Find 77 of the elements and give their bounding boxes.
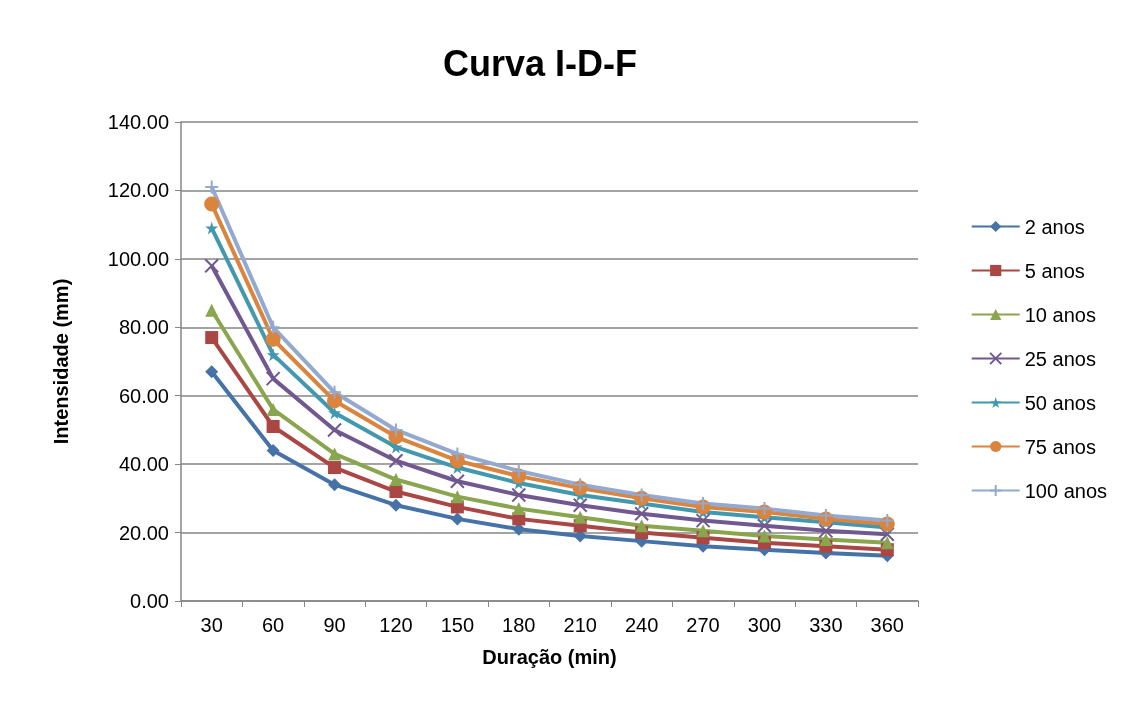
point bbox=[695, 513, 711, 529]
x-tick-label: 30 bbox=[200, 614, 223, 636]
x-tick-label: 270 bbox=[686, 614, 720, 636]
point bbox=[327, 384, 343, 400]
x-tick-label: 240 bbox=[624, 614, 659, 636]
point bbox=[205, 303, 219, 317]
point bbox=[266, 402, 280, 416]
point bbox=[265, 331, 281, 347]
point bbox=[328, 447, 342, 461]
point bbox=[327, 422, 343, 438]
legend-label: 75 anos bbox=[1024, 435, 1096, 458]
point bbox=[389, 485, 403, 499]
point bbox=[450, 512, 464, 526]
point bbox=[204, 258, 220, 274]
x-tick-label: 360 bbox=[870, 614, 904, 636]
y-tick-label: 120.00 bbox=[107, 179, 169, 202]
y-tick-label: 20.00 bbox=[118, 521, 169, 544]
point bbox=[511, 487, 527, 503]
point bbox=[756, 518, 772, 534]
point bbox=[204, 196, 220, 212]
legend-label: 100 anos bbox=[1024, 479, 1107, 502]
y-tick-label: 80.00 bbox=[118, 316, 169, 339]
point bbox=[880, 536, 894, 550]
point bbox=[389, 498, 403, 512]
point bbox=[512, 502, 526, 516]
point bbox=[266, 420, 280, 434]
point bbox=[327, 393, 343, 409]
chart-title: Curva I-D-F bbox=[442, 42, 638, 84]
point bbox=[266, 348, 280, 362]
point bbox=[757, 529, 771, 543]
point bbox=[696, 524, 710, 538]
point bbox=[328, 406, 342, 420]
y-axis-title: Intensidade (mm) bbox=[50, 278, 72, 445]
legend-label: 25 anos bbox=[1024, 347, 1096, 370]
y-tick-label: 40.00 bbox=[118, 453, 169, 476]
x-tick-label: 60 bbox=[262, 614, 285, 636]
y-tick-label: 60.00 bbox=[118, 384, 169, 407]
y-tick-label: 100.00 bbox=[107, 247, 169, 270]
point bbox=[573, 510, 587, 524]
point bbox=[449, 473, 465, 489]
point bbox=[634, 506, 650, 522]
x-axis-title: Duração (min) bbox=[482, 646, 617, 668]
point bbox=[328, 478, 342, 492]
point bbox=[511, 463, 527, 479]
point bbox=[389, 473, 403, 487]
y-tick-label: 0.00 bbox=[130, 590, 169, 612]
point bbox=[205, 365, 219, 379]
point bbox=[265, 371, 281, 387]
legend-label: 50 anos bbox=[1024, 391, 1096, 414]
legend-label: 10 anos bbox=[1024, 303, 1096, 326]
x-tick-label: 120 bbox=[379, 614, 413, 636]
legend-label: 5 anos bbox=[1024, 259, 1085, 282]
point bbox=[388, 453, 404, 469]
point bbox=[819, 532, 833, 546]
x-tick-label: 300 bbox=[747, 614, 782, 636]
point bbox=[818, 523, 834, 539]
point bbox=[388, 422, 404, 438]
point bbox=[879, 526, 895, 542]
point bbox=[266, 443, 280, 457]
x-tick-label: 330 bbox=[809, 614, 843, 636]
point bbox=[450, 490, 464, 504]
point bbox=[572, 497, 588, 513]
point bbox=[818, 507, 834, 523]
x-tick-label: 210 bbox=[563, 614, 597, 636]
point bbox=[449, 446, 465, 462]
legend-label: 2 anos bbox=[1024, 215, 1085, 238]
point bbox=[265, 319, 281, 335]
point bbox=[328, 461, 342, 475]
point bbox=[204, 179, 220, 195]
x-tick-label: 90 bbox=[323, 614, 346, 636]
x-tick-label: 180 bbox=[502, 614, 536, 636]
y-tick-label: 140.00 bbox=[107, 111, 169, 133]
point bbox=[695, 495, 711, 511]
point bbox=[635, 519, 649, 533]
x-tick-label: 150 bbox=[440, 614, 475, 636]
point bbox=[205, 331, 219, 345]
point bbox=[205, 221, 219, 235]
